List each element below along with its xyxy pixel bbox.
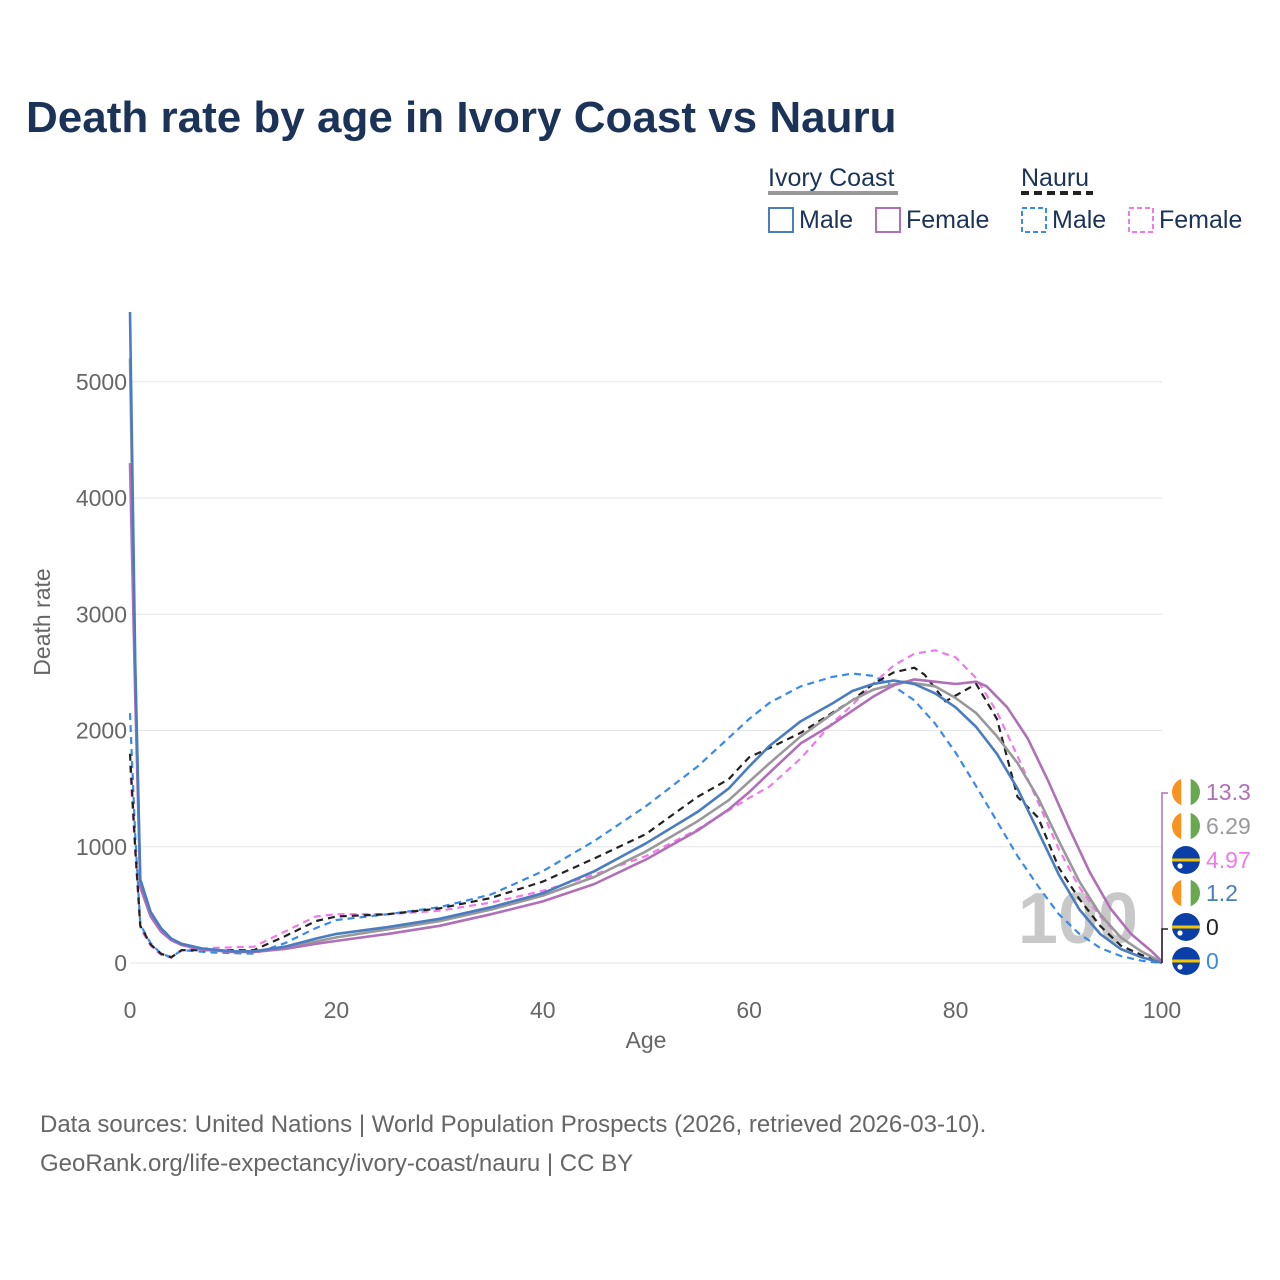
- series-lines: [128, 311, 1163, 965]
- legend: Ivory Coast Male Female Nauru Male Femal…: [768, 164, 1242, 234]
- end-label-value-4: 0: [1206, 914, 1219, 940]
- y-axis-ticks: 0 1000 2000 3000 4000 5000: [76, 369, 127, 976]
- x-tick-label-100: 100: [1143, 997, 1181, 1023]
- y-tick-label-3000: 3000: [76, 601, 127, 627]
- end-label-3: 1.2: [1172, 879, 1238, 907]
- legend-label-ivory-coast-female: Female: [906, 206, 989, 234]
- legend-label-nauru-female: Female: [1159, 206, 1242, 234]
- y-tick-label-0: 0: [114, 950, 127, 976]
- end-label-4: 0: [1172, 913, 1219, 941]
- legend-label-nauru-male: Male: [1052, 206, 1106, 234]
- y-axis-label: Death rate: [29, 568, 55, 675]
- legend-country-ivory-coast: Ivory Coast: [768, 164, 894, 192]
- series-line-nauru-male[interactable]: [128, 672, 1163, 965]
- end-label-0: 13.3: [1172, 778, 1251, 806]
- y-tick-label-1000: 1000: [76, 834, 127, 860]
- series-line-ivory-coast-male[interactable]: [128, 311, 1163, 965]
- legend-label-ivory-coast-male: Male: [799, 206, 853, 234]
- legend-group-nauru[interactable]: Nauru Male Female: [1021, 164, 1242, 234]
- end-label-5: 0: [1172, 947, 1219, 975]
- y-tick-label-5000: 5000: [76, 369, 127, 395]
- ivory-coast-flag-icon: [1172, 778, 1200, 806]
- legend-country-nauru: Nauru: [1021, 164, 1089, 192]
- end-value-labels: 13.3 6.29 4.97 1.2 0 0: [1161, 778, 1251, 975]
- x-tick-label-40: 40: [530, 997, 556, 1023]
- end-label-value-1: 6.29: [1206, 813, 1251, 839]
- nauru-flag-icon: [1172, 947, 1200, 975]
- source-line-2[interactable]: GeoRank.org/life-expectancy/ivory-coast/…: [40, 1150, 633, 1177]
- x-axis-label: Age: [626, 1027, 667, 1053]
- gridlines: [130, 381, 1162, 964]
- x-axis-ticks: 0 20 40 60 80 100: [124, 997, 1182, 1023]
- legend-swatch-ivory-coast-male: [768, 207, 794, 233]
- x-tick-label-80: 80: [943, 997, 969, 1023]
- nauru-flag-icon: [1172, 846, 1200, 874]
- ivory-coast-flag-icon: [1172, 812, 1200, 840]
- legend-swatch-nauru-female: [1128, 207, 1154, 233]
- end-label-2: 4.97: [1172, 846, 1251, 874]
- end-label-1: 6.29: [1172, 812, 1251, 840]
- end-label-value-3: 1.2: [1206, 880, 1238, 906]
- x-tick-label-20: 20: [324, 997, 350, 1023]
- chart-title: Death rate by age in Ivory Coast vs Naur…: [26, 93, 897, 142]
- end-label-bracket-ivory-female: [1161, 792, 1168, 963]
- y-tick-label-4000: 4000: [76, 485, 127, 511]
- ivory-coast-flag-icon: [1172, 879, 1200, 907]
- series-line-ivory-coast-total[interactable]: [128, 358, 1163, 964]
- legend-group-ivory-coast[interactable]: Ivory Coast Male Female: [768, 164, 989, 234]
- end-label-value-2: 4.97: [1206, 847, 1251, 873]
- series-line-nauru-total[interactable]: [128, 666, 1163, 965]
- y-tick-label-2000: 2000: [76, 718, 127, 744]
- series-line-ivory-coast-female[interactable]: [128, 463, 1163, 963]
- x-tick-label-60: 60: [736, 997, 762, 1023]
- legend-swatch-ivory-coast-female: [875, 207, 901, 233]
- nauru-flag-icon: [1172, 913, 1200, 941]
- x-tick-label-0: 0: [124, 997, 137, 1023]
- source-line-1: Data sources: United Nations | World Pop…: [40, 1111, 986, 1138]
- end-label-value-5: 0: [1206, 948, 1219, 974]
- end-label-value-0: 13.3: [1206, 779, 1251, 805]
- end-label-bracket-nauru-total: [1161, 928, 1168, 963]
- legend-swatch-nauru-male: [1021, 207, 1047, 233]
